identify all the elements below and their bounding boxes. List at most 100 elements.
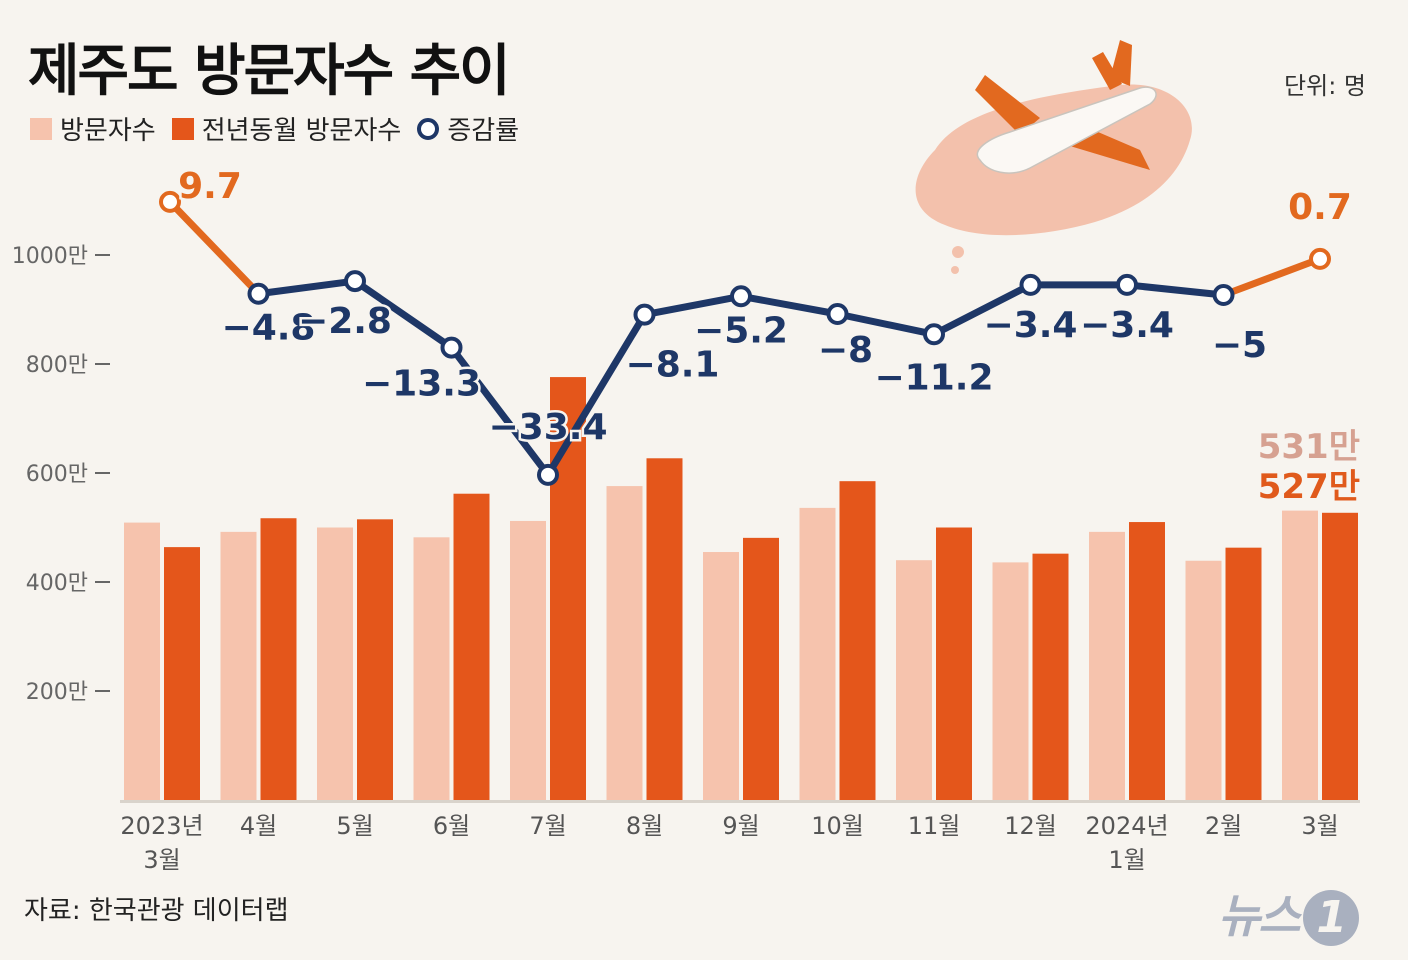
bar-visitors [1282,510,1318,800]
legend: 방문자수 전년동월 방문자수 증감률 [30,110,525,147]
rate-label: 9.7 [178,166,242,207]
rate-point [1309,247,1331,270]
rate-label: −3.4 [984,305,1078,346]
chart-title: 제주도 방문자수 추이 [28,39,511,104]
x-tick-label: 5월 [336,812,373,840]
bar-visitors [510,520,546,800]
bar-prev-year [1322,512,1358,800]
bar-prev-year [743,537,779,800]
x-tick-label: 1월 [1108,846,1145,874]
bar-prev-year [260,518,297,800]
bar-prev-year [357,519,393,800]
rate-line-segment [1220,255,1324,299]
rate-label: −33.4 [489,407,608,448]
y-tick-label: 600만 [26,462,88,487]
cloud-dot [952,246,964,258]
baseline [120,800,1360,803]
source-note: 자료: 한국관광 데이터랩 [24,896,289,926]
bar-visitors [896,560,932,800]
rate-line-segment [930,281,1034,338]
legend-marker-rate [417,117,440,140]
x-tick-label: 12월 [1004,812,1057,840]
airplane-island-illustration [915,40,1192,274]
rate-label: −13.3 [362,364,481,405]
y-tick-label: 800만 [26,353,88,378]
bar-prev-year [164,547,200,800]
bar-visitors [220,531,257,800]
rate-label: −8.1 [626,345,720,386]
rate-point [247,282,270,305]
legend-item-visitors: 방문자수 [30,110,156,147]
plane-tail-fin [1092,52,1122,90]
plane-body [976,86,1157,174]
rate-line-segment [544,311,648,479]
rate-line-segment [448,344,552,479]
y-tick-label: 1000만 [12,244,88,269]
rate-label: −5.2 [694,310,788,351]
x-tick-label: 2월 [1205,812,1242,840]
legend-label-rate: 증감률 [447,116,520,146]
rate-line-segment [737,292,841,318]
x-tick-label: 10월 [811,812,864,840]
x-tick-label: 9월 [722,812,759,840]
logo-mark: 1 [1302,890,1359,946]
x-tick-label: 2023년 [120,812,203,840]
y-tick-label: 200만 [26,680,88,705]
x-tick-label: 11월 [908,812,961,840]
plane-wing-back [975,75,1040,135]
rate-line-segment [255,277,359,298]
rate-point [537,463,559,486]
bar-visitors [1185,560,1222,800]
bar-prev-year [1225,547,1262,800]
legend-label-visitors: 방문자수 [60,116,156,146]
rate-point [1116,273,1138,296]
rate-label: −8 [818,330,873,371]
rate-line-segment [1123,281,1227,299]
rate-point [826,303,849,325]
rate-line-segment [641,292,745,319]
bar-visitors [1089,531,1125,800]
rate-label: −3.4 [1080,305,1174,346]
rate-label: −4.8 [222,308,316,349]
rate-point [440,336,463,359]
rate-line-segment [166,198,262,298]
bar-prev-year [646,458,683,800]
rate-point [730,285,752,308]
bar-visitors [606,486,643,800]
y-tick-label: 400만 [26,571,88,596]
news1-logo: 뉴스 1 [1218,880,1359,946]
cloud-dot [951,266,959,274]
bar-visitors [799,507,836,800]
rate-label: −11.2 [875,357,994,398]
bar-visitors [124,522,160,800]
bar-prev-year [1129,522,1165,800]
bar-prev-year [936,527,972,800]
rate-label: −5 [1212,325,1267,366]
rate-line-segment [834,310,938,338]
island-shape [915,84,1192,236]
bar-prev-year [839,481,876,800]
rate-label: 0.7 [1288,187,1352,228]
rate-point [159,190,181,213]
rate-point [344,270,366,293]
end-label-prev-year: 527만 [1258,467,1360,507]
bar-prev-year [1032,553,1069,800]
bar-visitors [992,562,1029,800]
legend-item-rate: 증감률 [417,110,519,147]
x-tick-label: 6월 [433,812,470,840]
rate-point [923,323,945,346]
legend-swatch-prev-year [171,117,194,140]
x-tick-label: 2024년 [1085,812,1168,840]
bar-visitors [703,552,739,800]
bar-visitors [317,527,353,800]
bar-prev-year [453,493,490,800]
rate-point [1019,273,1042,296]
x-tick-label: 4월 [240,812,277,840]
rate-point [1212,284,1235,306]
x-tick-label: 3월 [1301,812,1338,840]
rate-label: −2.8 [298,301,392,342]
legend-swatch-visitors [30,117,52,140]
legend-label-prev-year: 전년동월 방문자수 [201,116,402,146]
